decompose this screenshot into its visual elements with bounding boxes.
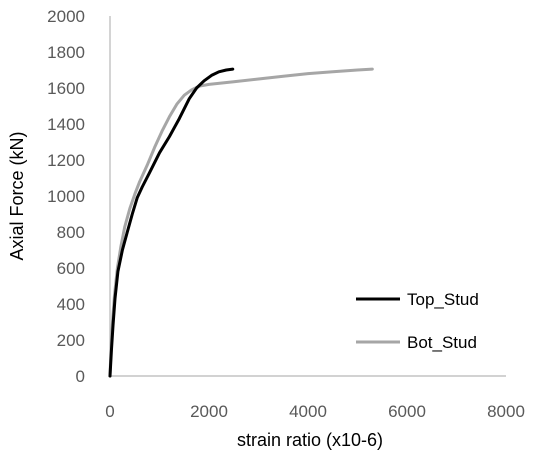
y-tick-label: 1400 bbox=[47, 115, 85, 134]
x-tick-label: 0 bbox=[105, 402, 114, 421]
y-tick-label: 600 bbox=[57, 259, 85, 278]
legend-entry-bot-stud: Bot_Stud bbox=[356, 333, 477, 352]
y-tick-label: 0 bbox=[76, 367, 85, 386]
x-tick-label: 6000 bbox=[388, 402, 426, 421]
legend-label-top-stud: Top_Stud bbox=[407, 290, 479, 309]
y-tick-labels: 0 200 400 600 800 1000 1200 1400 1600 1800 2000 bbox=[47, 7, 85, 386]
y-tick-label: 200 bbox=[57, 331, 85, 350]
legend-entry-top-stud: Top_Stud bbox=[356, 290, 479, 309]
y-axis-title: Axial Force (kN) bbox=[7, 131, 27, 260]
series-line-top-stud bbox=[108, 67, 235, 378]
x-tick-label: 2000 bbox=[190, 402, 228, 421]
y-tick-label: 1000 bbox=[47, 187, 85, 206]
x-tick-label: 4000 bbox=[289, 402, 327, 421]
y-tick-label: 800 bbox=[57, 223, 85, 242]
y-tick-label: 1800 bbox=[47, 43, 85, 62]
x-tick-labels: 0 2000 4000 6000 8000 bbox=[105, 402, 525, 421]
series-layer bbox=[108, 67, 374, 378]
legend-label-bot-stud: Bot_Stud bbox=[407, 333, 477, 352]
legend: Top_Stud Bot_Stud bbox=[356, 290, 479, 352]
x-axis-title: strain ratio (x10-6) bbox=[237, 430, 383, 450]
y-tick-label: 2000 bbox=[47, 7, 85, 26]
y-tick-label: 1600 bbox=[47, 79, 85, 98]
y-tick-label: 1200 bbox=[47, 151, 85, 170]
x-tick-label: 8000 bbox=[487, 402, 525, 421]
series-line-bot-stud bbox=[108, 67, 374, 378]
y-tick-label: 400 bbox=[57, 295, 85, 314]
